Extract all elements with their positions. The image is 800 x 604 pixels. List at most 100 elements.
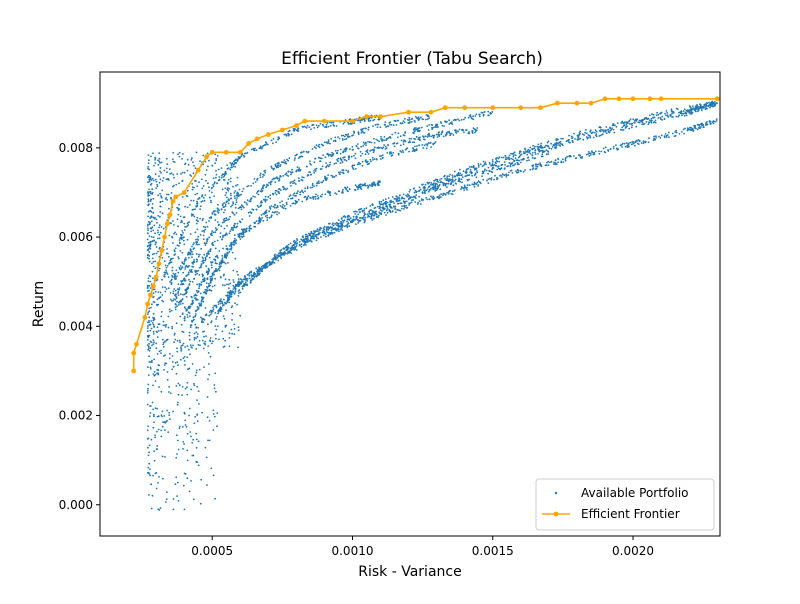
portfolio-point	[285, 162, 287, 165]
portfolio-point	[498, 160, 501, 163]
portfolio-point	[363, 132, 366, 134]
portfolio-point	[232, 185, 234, 188]
portfolio-point	[649, 114, 651, 117]
portfolio-point	[196, 192, 199, 195]
portfolio-point	[357, 186, 359, 189]
portfolio-point	[217, 303, 220, 305]
portfolio-point	[203, 277, 206, 280]
portfolio-point	[289, 247, 292, 250]
portfolio-point	[365, 127, 367, 130]
portfolio-point	[346, 215, 349, 218]
portfolio-point	[171, 355, 174, 357]
portfolio-point	[481, 170, 484, 173]
portfolio-point	[372, 125, 374, 128]
portfolio-point	[195, 253, 198, 255]
portfolio-point	[391, 210, 394, 213]
portfolio-point	[423, 189, 425, 192]
portfolio-point	[163, 260, 166, 262]
portfolio-point	[270, 215, 273, 218]
portfolio-point	[705, 123, 707, 125]
portfolio-point	[255, 192, 258, 194]
portfolio-point	[275, 193, 278, 196]
portfolio-point	[169, 292, 172, 294]
portfolio-point	[363, 119, 366, 122]
portfolio-point	[312, 237, 315, 240]
portfolio-point	[283, 205, 286, 207]
portfolio-point	[335, 222, 338, 224]
portfolio-point	[148, 244, 151, 247]
portfolio-point	[404, 132, 406, 134]
portfolio-point	[327, 155, 330, 157]
portfolio-point	[216, 269, 218, 272]
portfolio-point	[684, 127, 686, 130]
portfolio-point	[406, 147, 409, 150]
portfolio-point	[175, 277, 177, 280]
portfolio-point	[235, 199, 238, 201]
portfolio-point	[164, 429, 166, 431]
portfolio-point	[152, 333, 155, 335]
portfolio-point	[352, 148, 354, 151]
portfolio-point	[223, 221, 226, 223]
portfolio-point	[159, 211, 162, 213]
portfolio-point	[166, 193, 168, 196]
portfolio-point	[354, 189, 357, 192]
portfolio-point	[419, 139, 421, 142]
portfolio-point	[218, 176, 221, 178]
portfolio-point	[149, 241, 152, 244]
portfolio-point	[194, 374, 197, 377]
portfolio-point	[406, 119, 409, 121]
portfolio-point	[177, 153, 179, 156]
portfolio-point	[327, 228, 330, 231]
portfolio-point	[641, 123, 643, 126]
portfolio-point	[181, 426, 184, 428]
portfolio-point	[199, 304, 201, 307]
efficient-frontier-point	[588, 100, 594, 106]
portfolio-point	[146, 232, 149, 235]
portfolio-point	[279, 254, 282, 256]
portfolio-point	[617, 148, 620, 151]
portfolio-point	[160, 226, 163, 228]
portfolio-point	[261, 270, 263, 273]
portfolio-point	[161, 212, 164, 215]
portfolio-point	[440, 193, 442, 196]
portfolio-point	[183, 306, 186, 309]
portfolio-point	[147, 248, 150, 251]
portfolio-point	[357, 143, 359, 145]
portfolio-point	[156, 336, 159, 339]
portfolio-point	[198, 302, 201, 305]
portfolio-point	[537, 163, 540, 166]
portfolio-point	[566, 155, 568, 158]
portfolio-point	[160, 390, 163, 393]
portfolio-point	[314, 170, 317, 172]
portfolio-point	[688, 111, 691, 114]
portfolio-point	[423, 185, 426, 188]
portfolio-point	[270, 139, 273, 142]
portfolio-point	[432, 184, 435, 187]
portfolio-point	[235, 184, 237, 187]
portfolio-point	[413, 149, 415, 152]
portfolio-point	[305, 235, 308, 238]
portfolio-point	[176, 300, 179, 303]
portfolio-point	[236, 176, 239, 179]
portfolio-point	[442, 192, 445, 195]
portfolio-point	[202, 226, 205, 228]
portfolio-point	[403, 202, 406, 205]
portfolio-point	[323, 141, 326, 144]
portfolio-point	[146, 238, 149, 241]
portfolio-point	[193, 336, 196, 339]
portfolio-point	[503, 174, 506, 177]
portfolio-point	[334, 229, 337, 231]
portfolio-point	[176, 347, 178, 350]
portfolio-point	[315, 193, 317, 196]
portfolio-point	[411, 150, 414, 153]
portfolio-point	[621, 126, 624, 129]
portfolio-point	[150, 220, 153, 223]
portfolio-point	[147, 345, 150, 348]
portfolio-point	[352, 218, 355, 221]
portfolio-point	[242, 187, 245, 190]
portfolio-point	[280, 249, 283, 251]
portfolio-point	[179, 215, 182, 218]
portfolio-point	[612, 147, 615, 150]
portfolio-point	[398, 196, 400, 199]
portfolio-point	[189, 248, 192, 251]
